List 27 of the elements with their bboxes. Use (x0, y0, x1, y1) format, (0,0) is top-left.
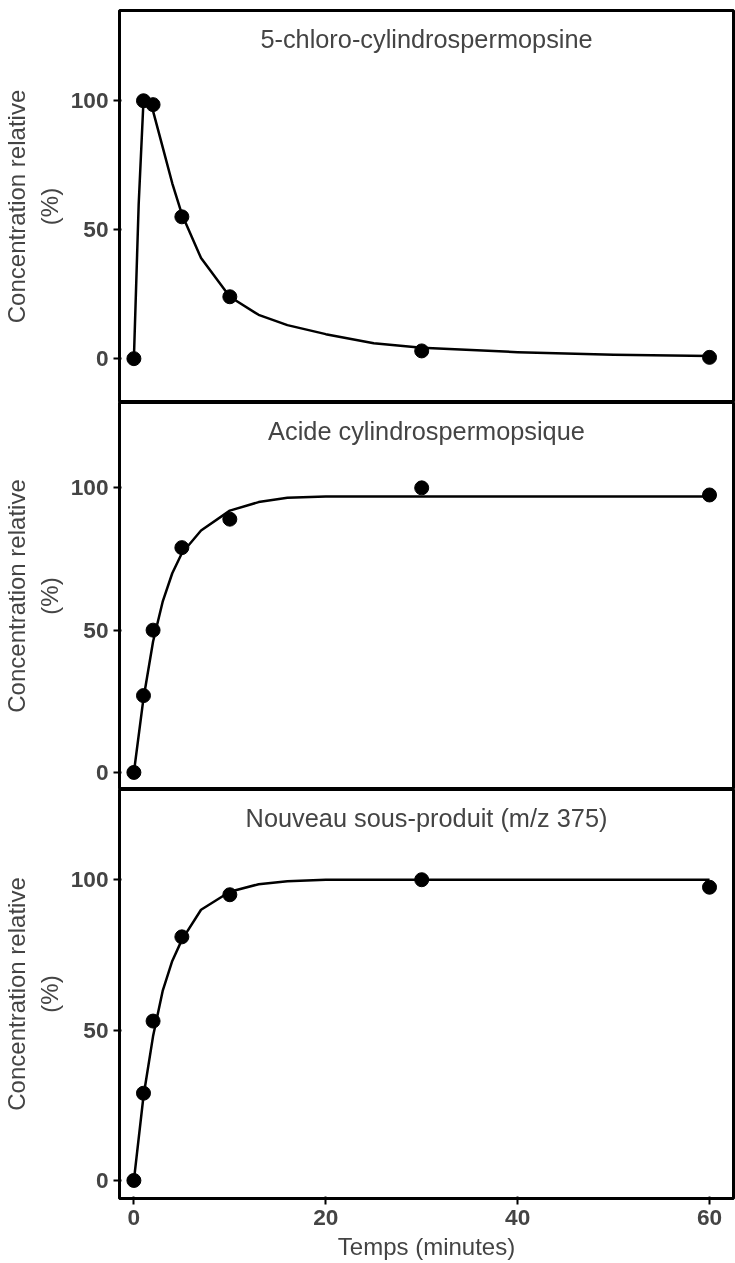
x-tick-label: 40 (505, 1203, 531, 1230)
text: Nouveau sous-produit (m/z 375) (245, 803, 608, 832)
y-axis-title: Concentration relative (%) (3, 877, 63, 1111)
point (126, 351, 142, 367)
point (222, 511, 238, 527)
point (126, 764, 142, 780)
y-tick-label: 50 (83, 216, 109, 243)
text: 5-chloro-cylindrospermopsine (260, 24, 593, 53)
x-tick-label: 60 (696, 1203, 723, 1230)
y-axis-title: Concentration relative (%) (3, 89, 63, 324)
point (126, 1172, 142, 1188)
y-tick-label: 50 (83, 1016, 109, 1043)
y-tick-label: 0 (95, 1166, 109, 1193)
y-tick-label: 50 (83, 616, 109, 643)
point (702, 879, 718, 895)
x-tick-label: 20 (313, 1203, 339, 1230)
y-axis-title: Concentration relative (%) (3, 479, 63, 713)
y-tick-label: 0 (95, 345, 109, 372)
point (702, 349, 718, 365)
point (414, 480, 430, 496)
text: Acide cylindrospermopsique (268, 416, 585, 445)
y-tick-label: 100 (70, 87, 109, 114)
y-tick-label: 0 (95, 758, 109, 785)
y-tick-label: 100 (70, 866, 109, 893)
y-tick-label: 100 (70, 474, 109, 501)
x-tick-label: 0 (127, 1203, 141, 1230)
x-axis-title: Temps (minutes) (337, 1232, 516, 1260)
